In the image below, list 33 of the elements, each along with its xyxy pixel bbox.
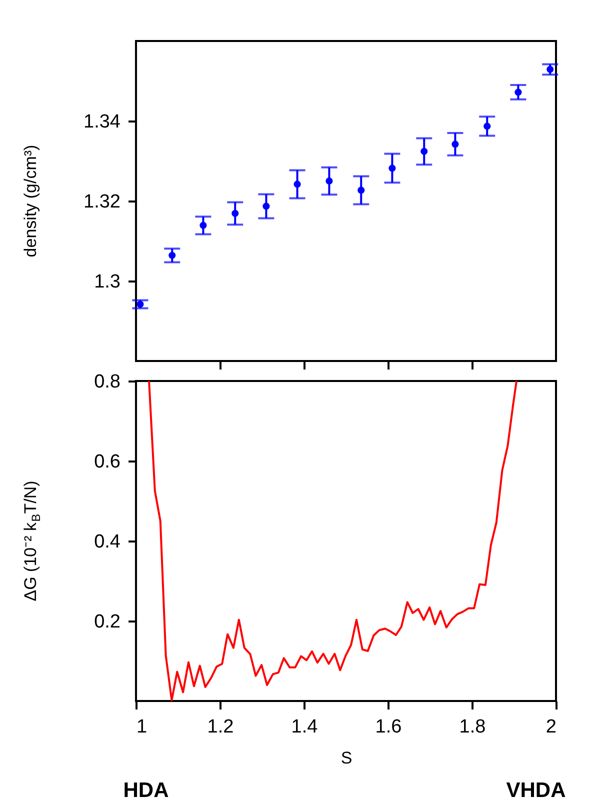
point: [168, 252, 176, 259]
x-tick-label: 1.4: [291, 716, 318, 738]
line-series: [148, 380, 518, 702]
point: [200, 222, 207, 229]
point: [232, 210, 239, 217]
y-tick-label: 0.6: [94, 452, 120, 472]
point: [294, 180, 301, 188]
text: VHDA: [506, 779, 566, 800]
point: [358, 186, 365, 194]
x-tick-label: 1: [136, 716, 148, 738]
y-axis-title: ΔG (10⁻² kBT/N): [21, 480, 44, 602]
point: [546, 66, 554, 73]
x-axis-title: S: [340, 748, 352, 768]
x-tick-label: 1.6: [375, 716, 402, 738]
y-tick-label: 0.8: [94, 372, 120, 392]
y-tick-label: 1.3: [94, 272, 120, 292]
point: [484, 122, 491, 130]
y-tick-label: 1.34: [84, 112, 121, 132]
point: [420, 148, 428, 155]
point: [326, 177, 333, 185]
text: HDA: [123, 779, 169, 800]
point: [514, 88, 522, 96]
point: [136, 300, 144, 308]
point: [262, 202, 270, 210]
point: [388, 164, 396, 172]
y-tick-label: 1.32: [84, 192, 120, 212]
x-tick-label: 1.2: [207, 716, 234, 738]
y-axis-title: density (g/cm³): [21, 144, 40, 258]
x-tick-label: 2: [546, 716, 556, 738]
x-tick-label: 1.8: [459, 716, 486, 738]
y-tick-label: 0.2: [94, 612, 120, 632]
point: [452, 140, 459, 148]
y-tick-label: 0.4: [94, 532, 121, 552]
